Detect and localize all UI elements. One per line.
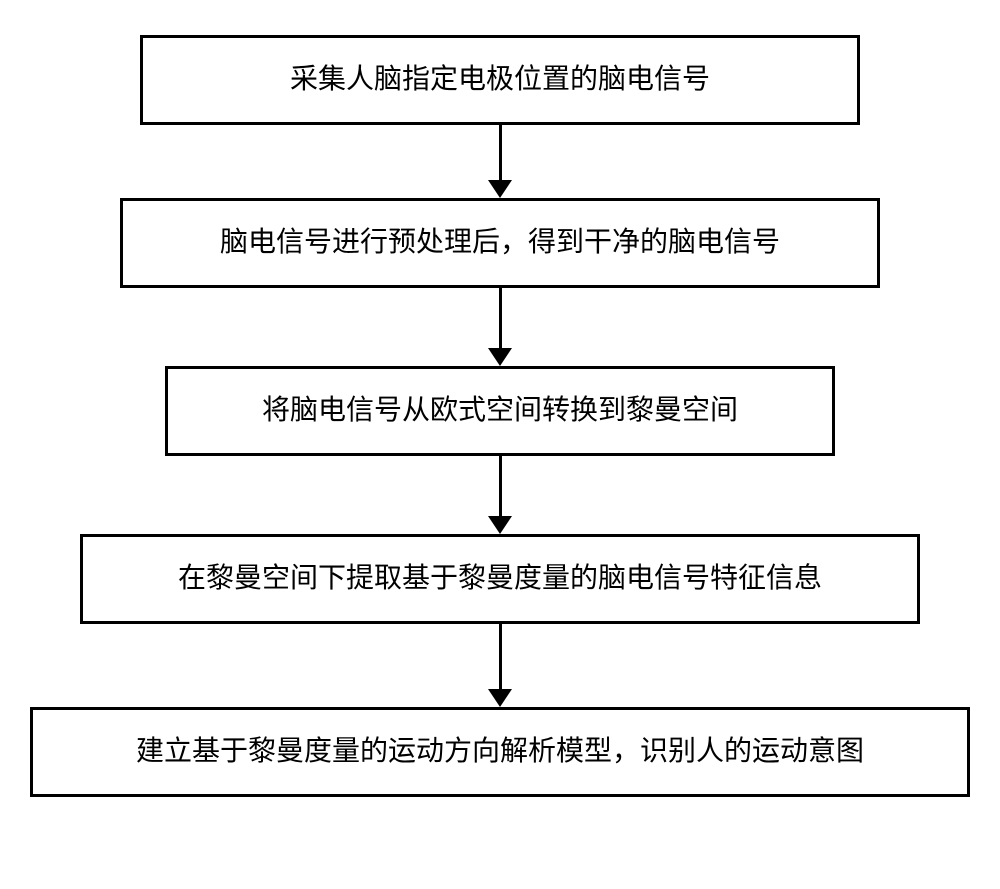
arrow-line [499,125,502,180]
step-label: 建立基于黎曼度量的运动方向解析模型，识别人的运动意图 [136,732,864,771]
arrow-1 [488,125,512,198]
step-label: 采集人脑指定电极位置的脑电信号 [290,60,710,99]
flowchart-step-3: 将脑电信号从欧式空间转换到黎曼空间 [165,366,835,456]
step-label: 将脑电信号从欧式空间转换到黎曼空间 [262,391,738,430]
step-label: 在黎曼空间下提取基于黎曼度量的脑电信号特征信息 [178,559,822,598]
arrow-line [499,456,502,516]
arrow-head-icon [488,689,512,707]
flowchart-step-4: 在黎曼空间下提取基于黎曼度量的脑电信号特征信息 [80,534,920,624]
flowchart-step-2: 脑电信号进行预处理后，得到干净的脑电信号 [120,198,880,288]
arrow-head-icon [488,516,512,534]
flowchart-container: 采集人脑指定电极位置的脑电信号 脑电信号进行预处理后，得到干净的脑电信号 将脑电… [0,35,1000,797]
arrow-line [499,624,502,689]
step-label: 脑电信号进行预处理后，得到干净的脑电信号 [220,223,780,262]
flowchart-step-5: 建立基于黎曼度量的运动方向解析模型，识别人的运动意图 [30,707,970,797]
arrow-3 [488,456,512,534]
arrow-line [499,288,502,348]
arrow-head-icon [488,348,512,366]
flowchart-step-1: 采集人脑指定电极位置的脑电信号 [140,35,860,125]
arrow-head-icon [488,180,512,198]
arrow-4 [488,624,512,707]
arrow-2 [488,288,512,366]
